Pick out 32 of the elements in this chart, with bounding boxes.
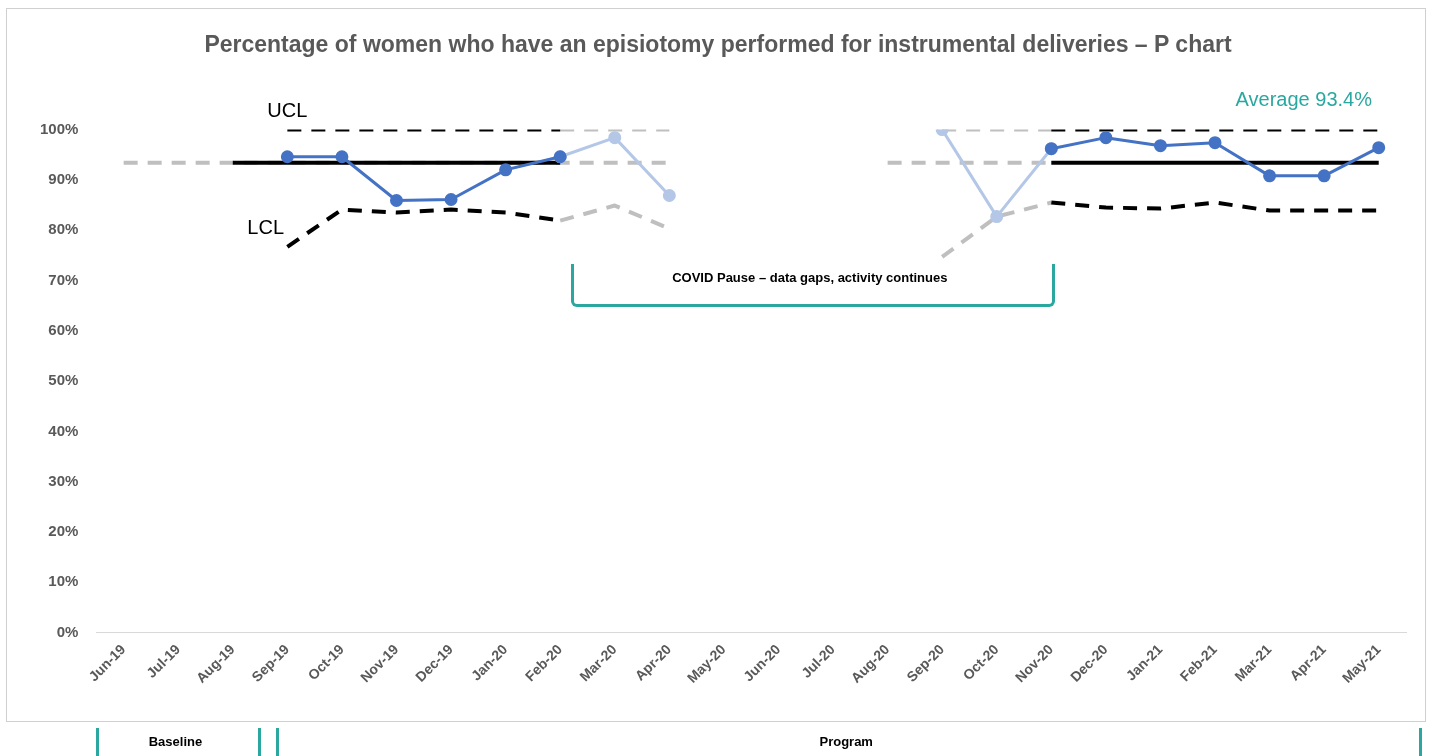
point (1372, 141, 1386, 155)
y-tick-label: 60% (48, 320, 79, 338)
point (389, 194, 403, 208)
point (990, 210, 1004, 224)
chart-title: Percentage of women who have an episiotomy performed for instrumental deliveries – P chart (204, 31, 1232, 58)
point (444, 193, 458, 207)
point (1153, 139, 1167, 153)
text: Average 93.4% (1235, 88, 1372, 111)
text: Program (818, 734, 874, 749)
point (608, 131, 622, 145)
point (1099, 131, 1113, 145)
point (1317, 169, 1331, 183)
annotation: LCL (247, 216, 285, 240)
point (335, 150, 349, 164)
y-tick-label: 80% (48, 220, 79, 238)
y-tick-label: 30% (48, 471, 79, 489)
y-tick-label: 90% (48, 170, 79, 188)
annotation: COVID Pause – data gaps, activity continues (671, 270, 949, 285)
y-tick-label: 100% (39, 119, 79, 137)
y-tick-label: 0% (56, 622, 79, 640)
y-tick-label: 10% (48, 572, 79, 590)
point (1208, 136, 1222, 150)
y-tick-label: 40% (48, 421, 79, 439)
text: Baseline (147, 734, 204, 749)
y-tick-label: 70% (48, 270, 79, 288)
point (662, 188, 676, 202)
y-tick-label: 50% (48, 371, 79, 389)
point (1263, 169, 1277, 183)
annotation: UCL (267, 99, 308, 122)
y-tick-label: 20% (48, 522, 79, 540)
point (499, 163, 513, 177)
point (280, 150, 294, 164)
